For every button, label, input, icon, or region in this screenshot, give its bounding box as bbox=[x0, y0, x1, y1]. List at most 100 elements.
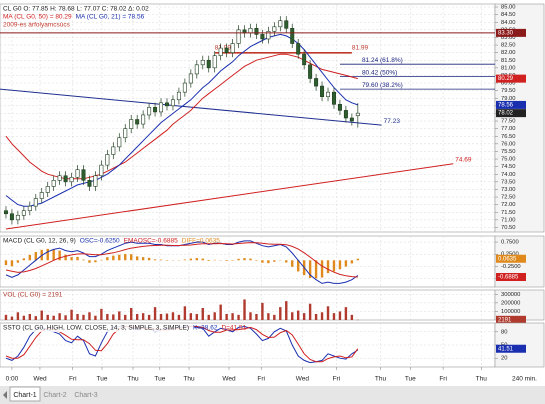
bar bbox=[88, 260, 91, 263]
candle-body bbox=[99, 164, 104, 177]
candle-body bbox=[355, 112, 360, 117]
tab-label[interactable]: Chart-2 bbox=[43, 392, 66, 399]
bar bbox=[350, 314, 354, 320]
y-tick-label: 77.50 bbox=[501, 119, 516, 125]
y-tick-label: 82.00 bbox=[501, 50, 516, 56]
candle-body bbox=[69, 176, 74, 183]
tab[interactable] bbox=[9, 386, 41, 402]
price-marker-label: 78.56 bbox=[498, 103, 514, 109]
legend-bg bbox=[1, 324, 195, 332]
x-tick-label: Wed bbox=[222, 376, 236, 383]
price-marker bbox=[496, 273, 526, 282]
bar bbox=[100, 308, 103, 320]
candle-body bbox=[117, 137, 122, 148]
y-tick-label: 76.50 bbox=[501, 134, 516, 140]
y-tick-label: 73.00 bbox=[501, 187, 516, 193]
bar bbox=[64, 254, 67, 261]
bar bbox=[273, 260, 276, 262]
legend-entry: K=38.62 bbox=[193, 325, 218, 332]
tab-label[interactable]: Chart-3 bbox=[74, 392, 97, 399]
y-tick-label: -0.2500 bbox=[501, 264, 521, 270]
candle-body bbox=[343, 110, 348, 119]
series-line bbox=[5, 242, 358, 278]
bar bbox=[147, 257, 151, 261]
candle-body bbox=[331, 91, 336, 105]
tab-label[interactable]: Chart-1 bbox=[13, 392, 36, 399]
bar bbox=[124, 314, 127, 320]
legend-entry: VOL (CL G0) = 2191 bbox=[3, 292, 63, 299]
level-label: 81.99 bbox=[215, 45, 232, 52]
candle-body bbox=[308, 64, 313, 79]
bar bbox=[237, 314, 240, 320]
bar bbox=[273, 314, 276, 320]
y-tick-label: 85.00 bbox=[501, 5, 516, 11]
bar bbox=[159, 259, 163, 261]
bar bbox=[177, 314, 181, 320]
candle-body bbox=[15, 214, 20, 221]
y-tick-label: 79.50 bbox=[501, 88, 516, 94]
candle-body bbox=[87, 180, 92, 187]
timeframe: 240 min. bbox=[512, 376, 537, 383]
bar bbox=[350, 260, 354, 264]
y-tick-label: 0.7500 bbox=[501, 240, 519, 246]
bar bbox=[231, 313, 234, 320]
bar bbox=[302, 313, 306, 320]
y-tick-label: 73.50 bbox=[501, 179, 516, 185]
bar bbox=[308, 303, 312, 320]
y-tick-label: 72.50 bbox=[501, 195, 516, 201]
y-tick-label: 83.00 bbox=[501, 35, 516, 41]
y-tick-label: 81.50 bbox=[501, 58, 516, 64]
legend-entry: CL G0 O: 77.85 H: 78.68 L: 77.07 C: 78.0… bbox=[3, 6, 149, 13]
x-tick-label: Fri bbox=[439, 376, 447, 383]
legend-entry: 2009-es árfolyamcsúcs bbox=[3, 22, 71, 29]
bar bbox=[118, 254, 121, 261]
candle-body bbox=[266, 31, 271, 40]
candle-body bbox=[248, 28, 253, 34]
bar bbox=[52, 315, 55, 320]
bar bbox=[165, 313, 169, 320]
legend-entry: MA (CL G0, 50) = 80.29 bbox=[3, 14, 72, 21]
y-tick-label: 77.00 bbox=[501, 126, 516, 132]
bar bbox=[58, 313, 61, 320]
bar bbox=[22, 258, 26, 261]
candle-body bbox=[236, 29, 241, 44]
bar bbox=[225, 260, 228, 262]
level-label: 80.42 (50%) bbox=[362, 69, 397, 76]
candle-body bbox=[188, 73, 193, 84]
bar bbox=[10, 316, 14, 320]
bar bbox=[285, 260, 288, 263]
candle-body bbox=[260, 34, 265, 40]
bar bbox=[16, 312, 20, 320]
legend-entry: EMAOSC=-0.6885 bbox=[124, 238, 178, 245]
price-marker bbox=[496, 315, 526, 324]
legend-entry: DIFF=0.0635 bbox=[182, 238, 221, 245]
bar bbox=[308, 260, 312, 279]
candle-body bbox=[272, 26, 277, 32]
bar bbox=[261, 260, 264, 263]
legend-entry: MA (CL G0, 21) = 78.56 bbox=[76, 14, 145, 21]
bar bbox=[52, 249, 55, 261]
candle-body bbox=[224, 47, 229, 53]
bar bbox=[130, 308, 133, 320]
bar bbox=[159, 314, 163, 320]
candle-body bbox=[33, 198, 38, 207]
legend-entry: OSC=-0.6250 bbox=[80, 238, 120, 245]
bar bbox=[28, 314, 32, 320]
candle-body bbox=[51, 180, 56, 187]
tab-nav-left[interactable] bbox=[3, 391, 7, 399]
candle-body bbox=[290, 28, 295, 44]
y-tick-label: 72.00 bbox=[501, 202, 516, 208]
candle-body bbox=[3, 210, 8, 215]
candle-body bbox=[314, 78, 319, 87]
candle-body bbox=[141, 114, 146, 125]
bar bbox=[94, 315, 97, 320]
candle-body bbox=[337, 104, 342, 111]
y-tick-label: 75.50 bbox=[501, 149, 516, 155]
candle-body bbox=[9, 213, 14, 221]
bar bbox=[296, 310, 300, 320]
bar bbox=[344, 260, 348, 267]
y-tick-label: 71.50 bbox=[501, 210, 516, 216]
bar bbox=[314, 260, 318, 279]
level-label: 81.24 (61.8%) bbox=[362, 57, 403, 64]
